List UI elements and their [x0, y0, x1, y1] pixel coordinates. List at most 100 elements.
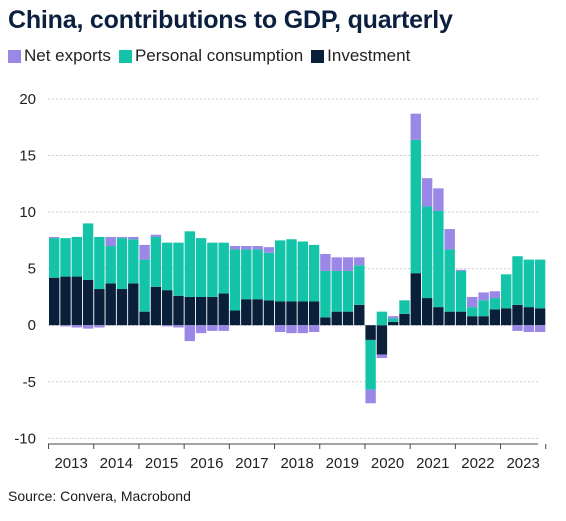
bar-personal-consumption — [60, 238, 71, 277]
bar-net-exports — [512, 325, 523, 331]
bar-investment — [467, 316, 478, 326]
bar-net-exports — [275, 325, 286, 333]
bar-personal-consumption — [252, 249, 263, 300]
bar-investment — [105, 283, 116, 326]
bar-net-exports — [162, 325, 173, 327]
bar-investment — [399, 313, 410, 326]
bar-investment — [195, 296, 207, 326]
bar-investment — [512, 304, 523, 326]
x-tick-label: 2020 — [371, 455, 404, 472]
bar-investment — [162, 290, 173, 326]
bar-personal-consumption — [286, 239, 297, 302]
bar-net-exports — [489, 291, 501, 299]
bar-net-exports — [150, 234, 162, 237]
bar-net-exports — [331, 257, 342, 271]
bar-personal-consumption — [116, 238, 128, 290]
bar-investment — [433, 307, 444, 326]
bar-personal-consumption — [376, 311, 388, 326]
bar-investment — [421, 298, 433, 326]
bar-net-exports — [354, 257, 365, 266]
bar-investment — [207, 296, 218, 326]
bar-investment — [308, 301, 320, 326]
y-tick-label: 0 — [28, 317, 36, 334]
x-tick-label: 2015 — [145, 455, 178, 472]
bar-net-exports — [252, 246, 263, 250]
bar-personal-consumption — [388, 318, 399, 322]
bar-investment — [354, 304, 365, 326]
chart-source: Source: Convera, Macrobond — [8, 488, 191, 504]
bar-net-exports — [105, 236, 116, 247]
bar-investment — [410, 273, 421, 326]
bar-investment — [94, 289, 105, 326]
bar-personal-consumption — [523, 259, 534, 308]
bar-personal-consumption — [467, 307, 478, 317]
bar-net-exports — [139, 244, 150, 260]
bar-net-exports — [241, 246, 252, 250]
bar-personal-consumption — [444, 249, 455, 312]
bar-personal-consumption — [308, 244, 320, 302]
bar-personal-consumption — [534, 259, 546, 309]
bar-personal-consumption — [331, 270, 342, 312]
bar-investment — [252, 299, 263, 326]
bar-personal-consumption — [297, 241, 308, 302]
legend-label-personal-consumption: Personal consumption — [134, 46, 304, 65]
bar-net-exports — [421, 178, 433, 207]
bar-net-exports — [297, 325, 308, 334]
bar-net-exports — [286, 325, 297, 334]
bar-net-exports — [60, 325, 71, 327]
bar-personal-consumption — [263, 252, 275, 301]
bar-personal-consumption — [162, 242, 173, 291]
bar-investment — [342, 311, 354, 326]
bar-personal-consumption — [342, 270, 354, 312]
x-tick-label: 2018 — [280, 455, 313, 472]
legend-item-investment: Investment — [311, 46, 410, 66]
bar-personal-consumption — [218, 242, 229, 294]
bar-personal-consumption — [433, 210, 444, 308]
bar-net-exports — [342, 257, 354, 271]
bar-investment — [49, 277, 60, 326]
bar-net-exports — [478, 292, 489, 301]
bar-personal-consumption — [421, 206, 433, 299]
x-tick-label: 2014 — [100, 455, 133, 472]
bar-personal-consumption — [71, 236, 82, 277]
bar-investment — [229, 310, 241, 326]
bar-investment — [478, 316, 489, 326]
y-tick-label: -5 — [23, 374, 36, 391]
bar-net-exports — [71, 325, 82, 328]
bar-investment — [455, 311, 467, 326]
bar-investment — [173, 295, 184, 326]
bar-personal-consumption — [184, 231, 195, 297]
x-tick-label: 2013 — [54, 455, 87, 472]
bar-personal-consumption — [512, 256, 523, 305]
y-tick-label: -10 — [14, 430, 36, 447]
bar-investment — [150, 286, 162, 326]
bar-net-exports — [229, 246, 241, 250]
bar-net-exports — [263, 247, 275, 253]
bar-net-exports — [467, 296, 478, 308]
y-tick-label: 15 — [19, 148, 36, 165]
bar-investment — [376, 325, 388, 355]
bar-investment — [320, 317, 331, 326]
bar-net-exports — [455, 269, 467, 271]
bar-personal-consumption — [241, 249, 252, 300]
bar-investment — [331, 311, 342, 326]
bar-investment — [297, 301, 308, 326]
bar-personal-consumption — [410, 139, 421, 274]
x-tick-label: 2022 — [461, 455, 494, 472]
bar-personal-consumption — [94, 236, 105, 290]
bar-personal-consumption — [399, 300, 410, 314]
bar-investment — [501, 308, 512, 326]
bar-investment — [218, 293, 229, 326]
bar-net-exports — [207, 325, 218, 331]
bar-personal-consumption — [139, 259, 150, 312]
bar-personal-consumption — [229, 249, 241, 311]
bar-net-exports — [94, 325, 105, 328]
x-tick-label: 2023 — [506, 455, 539, 472]
bar-investment — [241, 299, 252, 326]
bar-personal-consumption — [82, 223, 94, 280]
bar-personal-consumption — [173, 242, 184, 296]
bar-investment — [263, 300, 275, 326]
bar-net-exports — [365, 389, 376, 404]
bar-investment — [139, 311, 150, 326]
